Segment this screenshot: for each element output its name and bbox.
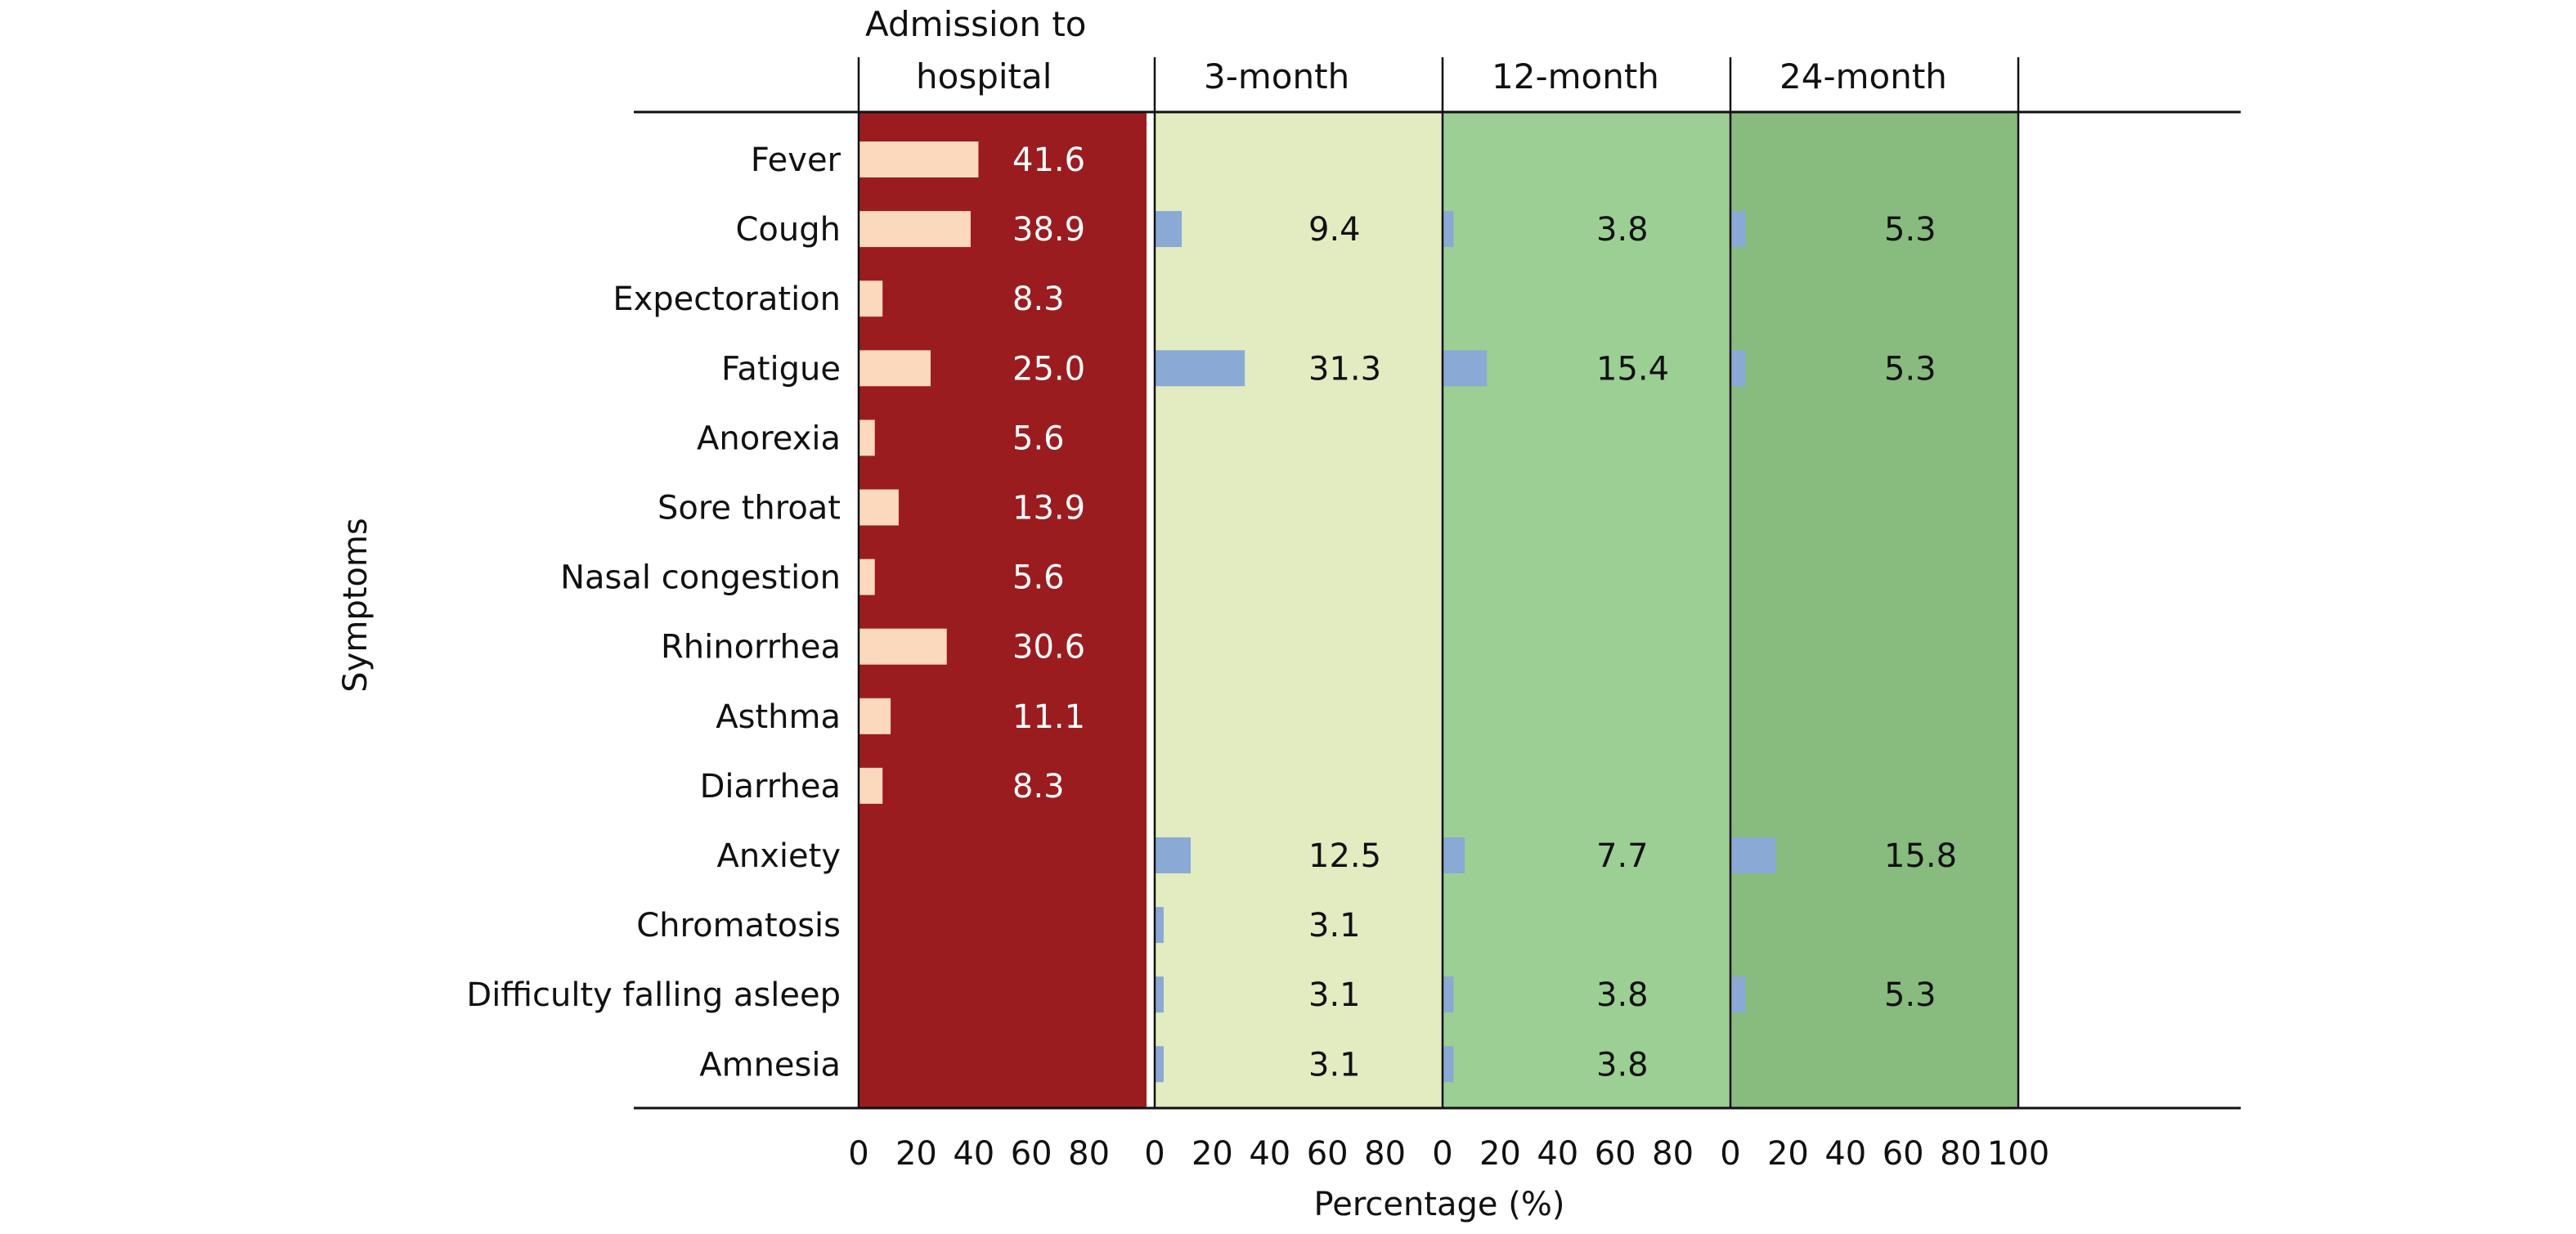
category-label-difficulty-falling-asleep: Difficulty falling asleep <box>466 976 841 1014</box>
x-tick-12-month-20: 20 <box>1479 1135 1521 1173</box>
x-tick-3-month-80: 80 <box>1364 1135 1406 1173</box>
panel-title-admission-to-hospital-line-1: Admission to <box>865 4 1087 44</box>
category-label-asthma: Asthma <box>716 698 841 736</box>
category-label-fatigue: Fatigue <box>721 350 841 388</box>
x-axis-title: Percentage (%) <box>1314 1186 1565 1223</box>
x-tick-admission-to-hospital-80: 80 <box>1068 1135 1110 1173</box>
x-tick-24-month-40: 40 <box>1824 1135 1866 1173</box>
bar-admission-to-hospital-fatigue <box>859 350 931 387</box>
data-label-admission-to-hospital-diarrhea: 8.3 <box>1012 768 1065 805</box>
panel-title-admission-to-hospital-line-2: hospital <box>916 56 1052 96</box>
bar-admission-to-hospital-rhinorrhea <box>859 628 947 665</box>
x-tick-3-month-40: 40 <box>1249 1135 1290 1173</box>
data-label-3-month-anxiety: 12.5 <box>1308 837 1381 875</box>
x-tick-3-month-20: 20 <box>1192 1135 1233 1173</box>
bar-12-month-fatigue <box>1443 350 1488 387</box>
x-tick-3-month-60: 60 <box>1307 1135 1349 1173</box>
category-label-cough: Cough <box>736 211 841 249</box>
category-label-amnesia: Amnesia <box>699 1046 841 1084</box>
category-label-chromatosis: Chromatosis <box>636 907 841 945</box>
x-tick-admission-to-hospital-60: 60 <box>1011 1135 1052 1173</box>
x-tick-24-month-80: 80 <box>1940 1135 1981 1173</box>
data-label-3-month-cough: 9.4 <box>1308 211 1361 249</box>
data-label-12-month-anxiety: 7.7 <box>1596 837 1649 875</box>
x-tick-12-month-40: 40 <box>1537 1135 1578 1173</box>
data-label-12-month-cough: 3.8 <box>1596 211 1649 249</box>
data-label-3-month-difficulty-falling-asleep: 3.1 <box>1308 976 1361 1014</box>
bar-admission-to-hospital-expectoration <box>859 280 883 317</box>
x-tick-24-month-60: 60 <box>1883 1135 1924 1173</box>
bar-12-month-amnesia <box>1443 1046 1454 1083</box>
category-label-fever: Fever <box>751 141 841 179</box>
x-tick-admission-to-hospital-0: 0 <box>848 1135 868 1173</box>
bar-admission-to-hospital-cough <box>859 211 971 248</box>
data-label-admission-to-hospital-expectoration: 8.3 <box>1012 280 1065 318</box>
bar-24-month-cough <box>1730 211 1746 248</box>
data-label-3-month-fatigue: 31.3 <box>1308 350 1381 388</box>
data-label-3-month-amnesia: 3.1 <box>1308 1046 1361 1084</box>
panel-background-3-month <box>1155 112 1443 1108</box>
data-label-12-month-amnesia: 3.8 <box>1596 1046 1649 1084</box>
bar-admission-to-hospital-asthma <box>859 698 891 734</box>
data-label-24-month-fatigue: 5.3 <box>1884 350 1936 388</box>
category-label-sore-throat: Sore throat <box>657 490 841 527</box>
category-label-expectoration: Expectoration <box>613 280 841 318</box>
x-tick-24-month-0: 0 <box>1720 1135 1740 1173</box>
bar-24-month-anxiety <box>1730 837 1776 873</box>
data-label-12-month-difficulty-falling-asleep: 3.8 <box>1596 976 1649 1014</box>
bar-3-month-cough <box>1155 211 1183 248</box>
data-label-24-month-difficulty-falling-asleep: 5.3 <box>1884 976 1936 1014</box>
data-label-24-month-anxiety: 15.8 <box>1884 837 1957 875</box>
data-label-admission-to-hospital-fever: 41.6 <box>1012 141 1085 179</box>
data-label-admission-to-hospital-nasal-congestion: 5.6 <box>1012 559 1065 597</box>
category-label-anorexia: Anorexia <box>697 420 841 457</box>
panel-background-24-month <box>1730 112 2018 1108</box>
data-label-admission-to-hospital-fatigue: 25.0 <box>1012 350 1085 388</box>
bar-3-month-amnesia <box>1155 1046 1164 1083</box>
panel-background-admission-to-hospital <box>859 112 1147 1108</box>
category-label-rhinorrhea: Rhinorrhea <box>661 629 841 666</box>
bar-3-month-difficulty-falling-asleep <box>1155 976 1164 1013</box>
bar-admission-to-hospital-anorexia <box>859 420 875 456</box>
data-label-admission-to-hospital-rhinorrhea: 30.6 <box>1012 629 1085 666</box>
data-label-12-month-fatigue: 15.4 <box>1596 350 1669 388</box>
bar-24-month-fatigue <box>1730 350 1746 387</box>
data-label-3-month-chromatosis: 3.1 <box>1308 907 1361 945</box>
x-tick-12-month-80: 80 <box>1652 1135 1694 1173</box>
data-label-admission-to-hospital-cough: 38.9 <box>1012 211 1085 249</box>
category-label-nasal-congestion: Nasal congestion <box>560 559 841 597</box>
bar-24-month-difficulty-falling-asleep <box>1730 976 1746 1013</box>
x-tick-3-month-0: 0 <box>1144 1135 1165 1173</box>
x-tick-admission-to-hospital-20: 20 <box>895 1135 937 1173</box>
x-tick-24-month-20: 20 <box>1767 1135 1809 1173</box>
bar-admission-to-hospital-fever <box>859 141 979 177</box>
bar-3-month-chromatosis <box>1155 907 1164 944</box>
bar-12-month-cough <box>1443 211 1454 248</box>
bar-12-month-anxiety <box>1443 837 1465 873</box>
bar-admission-to-hospital-sore-throat <box>859 489 899 526</box>
x-tick-12-month-0: 0 <box>1432 1135 1452 1173</box>
bar-3-month-fatigue <box>1155 350 1245 387</box>
bar-3-month-anxiety <box>1155 837 1191 873</box>
panel-title-12-month: 12-month <box>1492 56 1659 96</box>
bar-admission-to-hospital-diarrhea <box>859 767 883 804</box>
data-label-admission-to-hospital-anorexia: 5.6 <box>1012 420 1065 457</box>
x-tick-admission-to-hospital-40: 40 <box>953 1135 994 1173</box>
data-label-admission-to-hospital-sore-throat: 13.9 <box>1012 490 1085 527</box>
data-label-admission-to-hospital-asthma: 11.1 <box>1012 698 1085 736</box>
data-label-24-month-cough: 5.3 <box>1884 211 1936 249</box>
x-tick-12-month-60: 60 <box>1595 1135 1636 1173</box>
y-axis-title: Symptoms <box>337 518 375 692</box>
bar-12-month-difficulty-falling-asleep <box>1443 976 1454 1013</box>
x-tick-24-month-100: 100 <box>1987 1135 2049 1173</box>
category-label-anxiety: Anxiety <box>717 837 841 875</box>
category-label-diarrhea: Diarrhea <box>700 768 841 805</box>
bar-admission-to-hospital-nasal-congestion <box>859 559 875 595</box>
panel-background-12-month <box>1443 112 1730 1108</box>
panel-title-24-month: 24-month <box>1779 56 1947 96</box>
panel-title-3-month: 3-month <box>1204 56 1349 96</box>
